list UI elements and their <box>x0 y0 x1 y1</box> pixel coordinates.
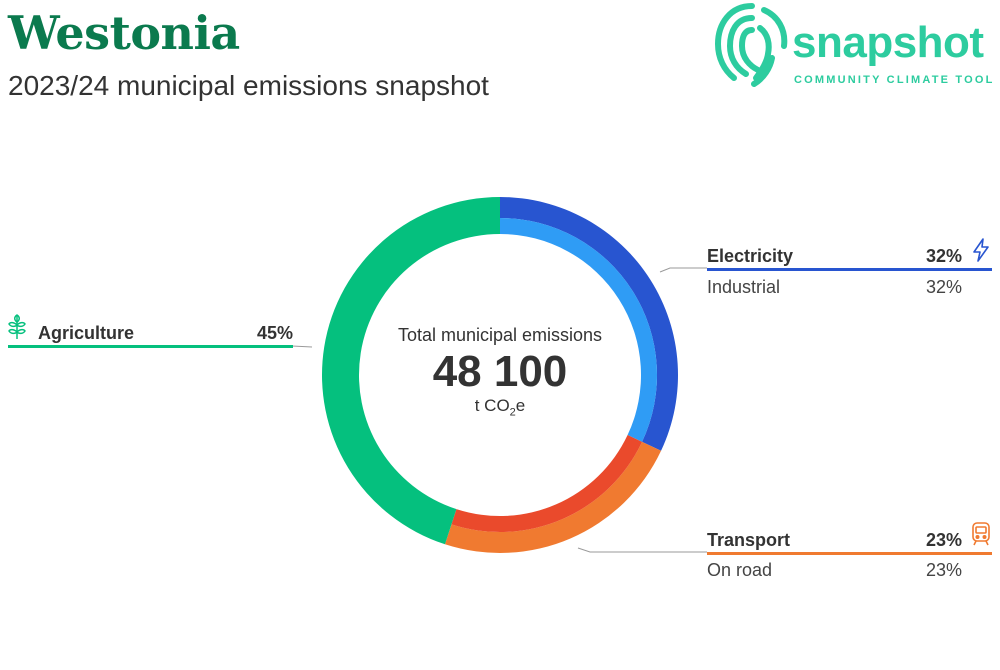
wheat-icon <box>8 314 26 339</box>
donut-center: Total municipal emissions 48 100 t CO2e <box>370 325 630 419</box>
industrial-percent: 32% <box>925 277 962 297</box>
agriculture-label: Agriculture <box>38 323 135 343</box>
electricity-underline <box>707 268 992 271</box>
transport-underline <box>707 552 992 555</box>
agriculture-slice <box>321 197 500 545</box>
page-title: Westonia <box>8 6 240 60</box>
total-unit: t CO2e <box>474 396 526 419</box>
snapshot-logo: snapshot COMMUNITY CLIMATE TOOL <box>712 0 1000 92</box>
page-subtitle: 2023/24 municipal emissions snapshot <box>8 70 489 101</box>
total-label: Total municipal emissions <box>397 325 603 345</box>
industrial-subslice <box>500 218 657 442</box>
transport-category: Transport 23% <box>707 530 992 555</box>
transport-leader-line <box>577 547 707 553</box>
industrial-label: Industrial <box>707 277 781 297</box>
electricity-category: Electricity 32% <box>707 246 992 271</box>
logo-name: snapshot <box>792 18 984 67</box>
electricity-leader-line <box>659 267 707 273</box>
lightning-icon <box>973 238 989 262</box>
agriculture-underline <box>8 345 293 348</box>
electricity-label: Electricity <box>707 246 794 266</box>
fingerprint-logo-icon <box>714 3 788 87</box>
transport-slice <box>444 441 662 553</box>
on-road-subcategory: On road 23% <box>707 560 962 581</box>
industrial-subcategory: Industrial 32% <box>707 277 962 298</box>
agriculture-percent: 45% <box>256 323 293 343</box>
electricity-slice <box>500 197 678 451</box>
logo-tagline: COMMUNITY CLIMATE TOOL <box>794 74 995 86</box>
on-road-label: On road <box>707 560 773 580</box>
electricity-percent: 32% <box>925 246 962 266</box>
transport-label: Transport <box>707 530 791 550</box>
agriculture-leader-line <box>291 345 313 348</box>
transport-percent: 23% <box>925 530 962 550</box>
train-icon <box>972 522 990 546</box>
total-value: 48 100 <box>432 347 568 396</box>
agriculture-category: Agriculture 45% <box>8 323 293 348</box>
on-road-subslice <box>451 435 643 532</box>
on-road-percent: 23% <box>925 560 962 580</box>
